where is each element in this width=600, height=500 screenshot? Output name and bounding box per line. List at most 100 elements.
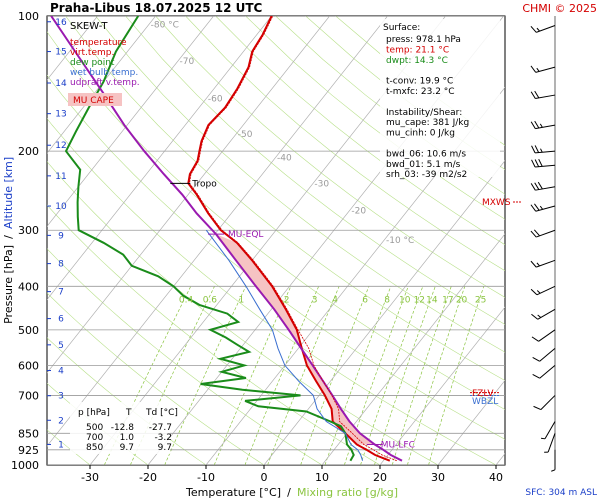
legend-cape-swatch [68,93,122,106]
altitude-label-6: 6 [58,315,64,325]
altitude-label-4: 4 [58,367,64,377]
wind-barb-350 [530,259,556,268]
dry-adiabat-130 [245,16,505,220]
legend-item-wet-bulb: wet bulb temp. [70,68,138,78]
surface-line-2: dwpt: 14.3 °C [386,56,448,66]
mixing-ratio-label-8: 8 [384,295,390,305]
chart-title: Praha-Libus 18.07.2025 12 UTC [50,1,263,15]
wind-barb-850 [544,433,556,453]
table-header-t: T [125,408,132,418]
surface-heading: Surface: [383,23,420,33]
mixing-ratio-label-12: 12 [414,295,425,305]
mu-lfc-label: MU-LFC [381,440,415,450]
x-axis-title-separator: / [284,486,295,499]
credit-label: CHMI © 2025 [522,2,597,15]
x-tick-label-30: 30 [431,471,445,484]
altitude-label-11: 11 [55,172,66,182]
isotherm--80 [47,16,156,154]
wind-barb-300 [530,229,556,238]
wind-barb-265 [530,203,556,212]
surface-line-0: press: 978.1 hPa [386,35,461,45]
mixing-ratio-line-6 [300,286,370,465]
mu-eql-label: MU-EQL [228,230,263,240]
mixing-ratio-line-8 [324,286,392,465]
table-row-500-t: -12.8 [111,423,135,433]
level-table: p [hPa] T Td [°C] 500 -12.8 -27.7 700 1.… [70,402,178,454]
dry-adiabat-90 [125,16,505,325]
surface-line-7: Instability/Shear: [386,108,462,118]
isotherm-label--30: -30 [314,180,329,190]
mixing-ratio-label-20: 20 [456,295,468,305]
x-tick-label--10: -10 [197,471,215,484]
y-tick-label-200: 200 [18,145,39,158]
y-axis-title-pressure: Pressure [hPa] [2,245,15,324]
surface-line-13: srh_03: -39 m2/s2 [386,170,467,180]
altitude-label-9: 9 [58,231,64,241]
mixing-ratio-label-3: 3 [312,295,318,305]
wind-barb-130 [530,65,556,73]
altitude-label-13: 13 [55,110,66,120]
wind-barb-400 [530,285,556,296]
wbzl-label: WBZL [472,397,498,407]
x-tick-label--20: -20 [139,471,157,484]
table-row-850-p: 850 [86,443,103,453]
mixing-ratio-label-4: 4 [332,295,338,305]
legend-item-temperature: temperature [70,38,127,48]
mixing-ratio-label-0.6: 0.6 [203,295,218,305]
wind-barb-150 [530,90,556,100]
y-tick-label-600: 600 [18,359,39,372]
dry-adiabat-120 [215,16,505,246]
legend-item-virt-temp: virt.temp. [70,48,114,58]
wind-barb-550 [532,348,556,362]
isotherm-label--40: -40 [277,154,292,164]
y-tick-label-100: 100 [18,10,39,23]
isotherm-label--50: -50 [238,130,253,140]
surface-line-11: bwd_06: 10.6 m/s [386,149,466,159]
mixing-ratio-label-17: 17 [442,295,453,305]
wind-barb-600 [532,365,556,379]
dry-adiabat-70 [65,16,505,381]
x-axis-title-mixing: Mixing ratio [g/kg] [297,486,398,499]
isotherm--40 [47,16,388,447]
y-tick-label-400: 400 [18,280,39,293]
x-tick-label--30: -30 [81,471,99,484]
x-tick-label-20: 20 [373,471,387,484]
wind-barb-240 [530,181,556,191]
altitude-label-16: 16 [55,18,67,28]
altitude-label-2: 2 [58,416,64,426]
altitude-label-1: 1 [58,440,64,450]
dry-adiabat-110 [185,16,505,272]
wind-barb-450 [531,308,556,320]
wind-barb-105 [530,25,556,33]
y-tick-label-500: 500 [18,324,39,337]
wind-barb-200 [531,145,556,154]
table-row-850-t: 9.7 [120,443,134,453]
x-tick-label-0: 0 [261,471,268,484]
wind-barb-700 [533,395,556,411]
mxws-label: MXWS [482,198,511,208]
dry-adiabat-80 [95,16,505,353]
altitude-label-8: 8 [58,260,64,270]
tropopause-label: Tropo [191,179,217,189]
isotherm-label--60: -60 [208,94,223,104]
surface-line-1: temp: 21.1 °C [386,45,449,55]
altitude-label-15: 15 [55,48,66,58]
surface-line-4: t-conv: 19.9 °C [386,77,453,87]
isotherm-20 [379,306,505,465]
mixing-ratio-label-10: 10 [399,295,411,305]
legend: SKEW-T temperature virt.temp. dew point … [68,21,140,106]
altitude-label-12: 12 [55,141,66,151]
altitude-label-5: 5 [58,341,64,351]
dry-adiabat-100 [155,16,505,298]
wind-barb-925 [551,449,556,472]
isotherm-40 [495,453,505,465]
wind-barb-215 [531,158,556,168]
isotherm-label--20: -20 [351,206,366,216]
isotherm-label--70: -70 [179,57,194,67]
isotherm--50 [47,16,330,374]
table-header-td: Td [°C] [145,408,178,418]
isotherm-label--10: -10 °C [386,236,414,246]
updraft-line [50,16,403,462]
table-row-700-p: 700 [86,433,103,443]
